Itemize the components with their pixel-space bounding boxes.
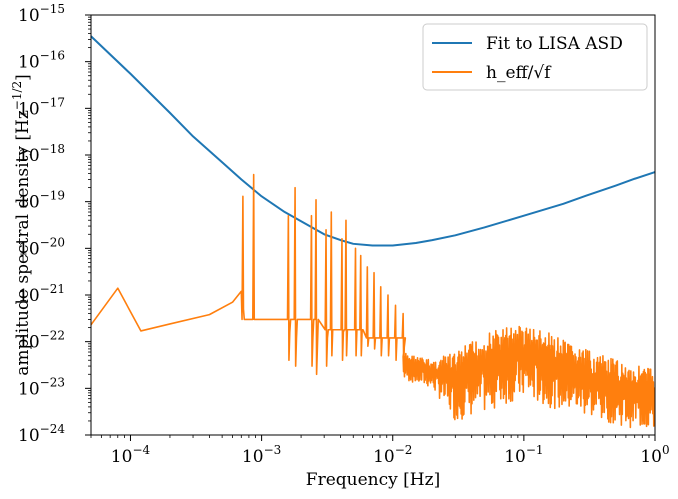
tick-label-layer: 10−4 10−3 10−2 10−1 100 10−24 10−23 10−22 10−21 1… [18, 2, 670, 467]
series-layer [90, 35, 656, 429]
y-tick-label: 10−24 [18, 422, 65, 446]
x-tick-label: 10−2 [373, 443, 412, 467]
x-tick-label: 10−4 [111, 443, 151, 467]
y-tick-label: 10−20 [18, 235, 65, 259]
y-tick-label: 10−15 [18, 2, 65, 26]
x-tick-label: 10−3 [242, 443, 281, 467]
legend-label-lisa: Fit to LISA ASD [486, 34, 623, 54]
series-lisa-asd-line [90, 35, 656, 247]
y-tick-label: 10−21 [18, 282, 65, 306]
x-axis-title: Frequency [Hz] [306, 470, 440, 490]
legend-label-heff: h_eff/√f [486, 63, 552, 83]
y-axis-title: amplitude spectral density [Hz−1/2] [10, 74, 33, 376]
y-tick-label: 10−16 [18, 49, 65, 73]
x-tick-label: 100 [640, 443, 669, 467]
plot-frame [90, 14, 656, 436]
legend: Fit to LISA ASD h_eff/√f [422, 23, 648, 91]
y-tick-label: 10−23 [18, 375, 65, 399]
y-tick-label: 10−22 [18, 329, 65, 353]
y-tick-label: 10−19 [18, 189, 65, 213]
legend-box [422, 23, 648, 91]
y-tick-label: 10−18 [18, 142, 65, 166]
x-tick-label: 10−1 [504, 443, 543, 467]
tick-layer [85, 14, 656, 441]
series-heff-line [90, 173, 656, 429]
y-tick-label: 10−17 [18, 95, 65, 119]
